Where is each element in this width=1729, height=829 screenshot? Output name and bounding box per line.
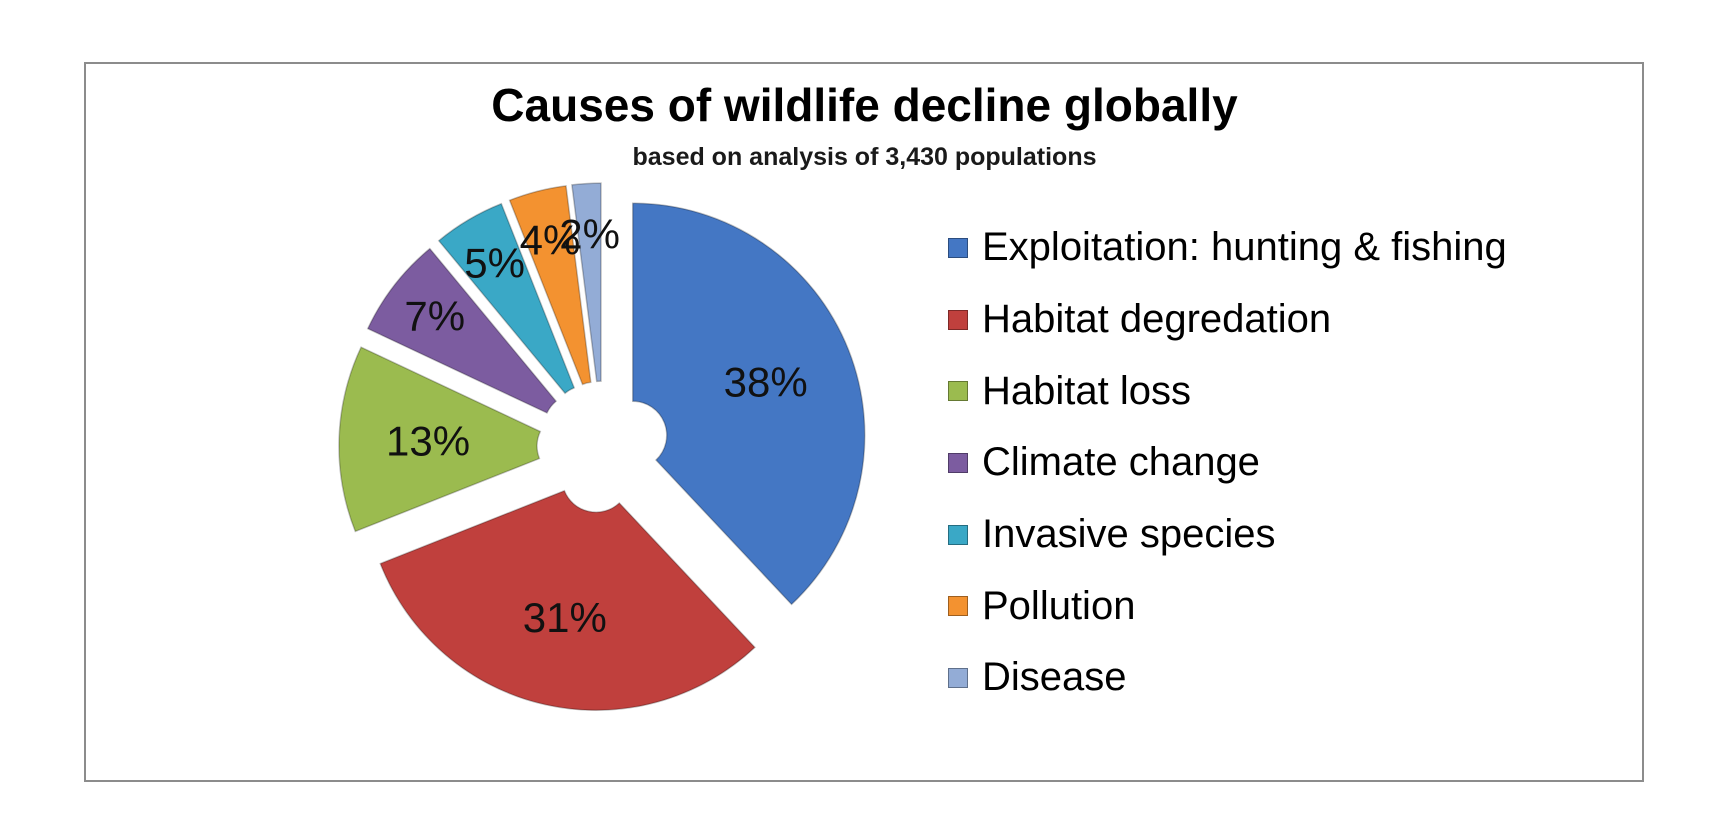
data-label-3: 13% bbox=[386, 418, 470, 465]
chart-subtitle: based on analysis of 3,430 populations bbox=[632, 143, 1097, 171]
pie-slice-6 bbox=[508, 184, 592, 386]
legend-swatch bbox=[948, 309, 968, 330]
legend-item-2: Habitat degredation bbox=[948, 284, 1507, 356]
legend-label: Climate change bbox=[982, 440, 1260, 485]
legend-swatch bbox=[948, 667, 968, 688]
data-label-5: 5% bbox=[464, 240, 525, 287]
chart-legend: Exploitation: hunting & fishing Habitat d… bbox=[948, 212, 1507, 714]
legend-label: Exploitation: hunting & fishing bbox=[982, 225, 1507, 270]
data-label-7: 2% bbox=[559, 210, 620, 257]
legend-label: Disease bbox=[982, 655, 1127, 700]
pie-slice-3 bbox=[338, 346, 542, 533]
legend-label: Invasive species bbox=[982, 512, 1276, 557]
legend-swatch bbox=[948, 381, 968, 402]
legend-item-7: Disease bbox=[948, 642, 1507, 714]
legend-swatch bbox=[948, 237, 968, 258]
chart-title: Causes of wildlife decline globally bbox=[491, 79, 1238, 131]
pie-slice-7 bbox=[571, 182, 602, 383]
pie-slice-5 bbox=[437, 202, 576, 395]
data-label-1: 38% bbox=[724, 359, 808, 406]
legend-item-3: Habitat loss bbox=[948, 355, 1507, 427]
legend-item-5: Invasive species bbox=[948, 499, 1507, 571]
legend-label: Habitat loss bbox=[982, 368, 1191, 413]
pie-slice-2 bbox=[379, 489, 756, 711]
legend-item-1: Exploitation: hunting & fishing bbox=[948, 212, 1507, 284]
data-label-4: 7% bbox=[404, 292, 465, 339]
legend-label: Pollution bbox=[982, 583, 1136, 628]
legend-item-4: Climate change bbox=[948, 427, 1507, 499]
pie-slice-1 bbox=[632, 202, 866, 606]
legend-swatch bbox=[948, 596, 968, 617]
pie-slice-4 bbox=[366, 247, 558, 414]
legend-label: Habitat degredation bbox=[982, 297, 1332, 342]
data-label-6: 4% bbox=[520, 217, 581, 264]
legend-swatch bbox=[948, 452, 968, 473]
data-label-2: 31% bbox=[523, 594, 607, 641]
legend-swatch bbox=[948, 524, 968, 545]
legend-item-6: Pollution bbox=[948, 570, 1507, 642]
